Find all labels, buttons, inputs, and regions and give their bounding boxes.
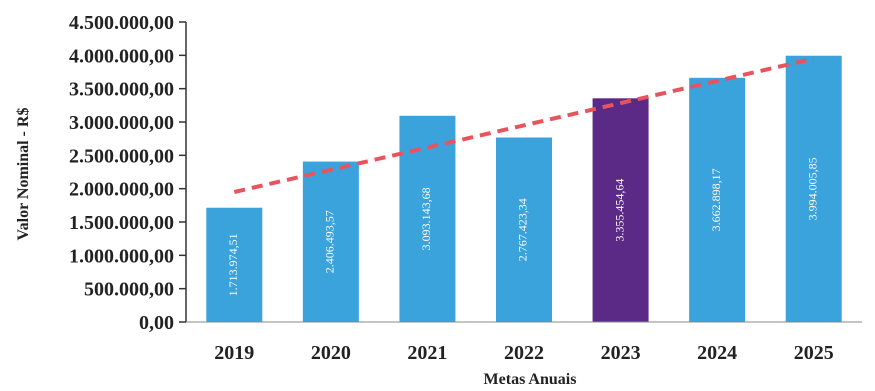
x-axis: 2019 2020 2021 2022 2023 2024 2025 [186,321,862,364]
bars [206,55,842,323]
x-tick-label: 2019 [214,342,254,364]
y-tick-label: 0,00 [139,312,174,334]
bar-data-label: 2.406.493,57 [323,210,337,273]
x-tick-label: 2025 [794,342,834,364]
x-tick-label: 2022 [504,342,544,364]
y-tick-label: 500.000,00 [84,279,174,301]
trendline [233,56,815,194]
bar-labels: 1.713.974,51 2.406.493,57 3.093.143,68 2.76… [226,157,819,296]
x-tick-label: 2020 [311,342,351,364]
y-tick-label: 1.500.000,00 [69,212,174,234]
bar-data-label: 3.662.898,17 [709,168,723,231]
y-tick-label: 3.000.000,00 [69,112,174,134]
bar-data-label: 2.767.423,34 [516,198,530,261]
y-tick-label: 2.500.000,00 [69,145,174,167]
x-tick-label: 2023 [601,342,641,364]
y-tick-label: 1.000.000,00 [69,245,174,267]
x-axis-title: Metas Anuais [484,371,577,388]
bar-data-label: 1.713.974,51 [226,233,240,296]
bar [592,98,649,322]
trendline-group [233,56,815,194]
bar [206,207,263,322]
bar [785,55,842,323]
y-tick-label: 2.000.000,00 [69,179,174,201]
bar [496,137,552,322]
y-axis: 0,00 500.000,00 1.000.000,00 1.500.000,00 2.… [69,12,187,334]
x-tick-label: 2024 [697,342,737,364]
y-tick-label: 3.500.000,00 [69,79,174,101]
y-tick-label: 4.000.000,00 [69,45,174,67]
bar-data-label: 3.093.143,68 [419,187,433,250]
bar [302,161,359,322]
x-tick-label: 2021 [407,342,447,364]
bar [399,115,456,322]
y-tick-label: 4.500.000,00 [69,12,174,34]
y-axis-title: Valor Nominal - R$ [15,108,32,241]
bar-data-label: 3.355.454,64 [612,179,626,242]
bar [689,77,746,322]
bar-data-label: 3.994.005,85 [805,157,819,220]
